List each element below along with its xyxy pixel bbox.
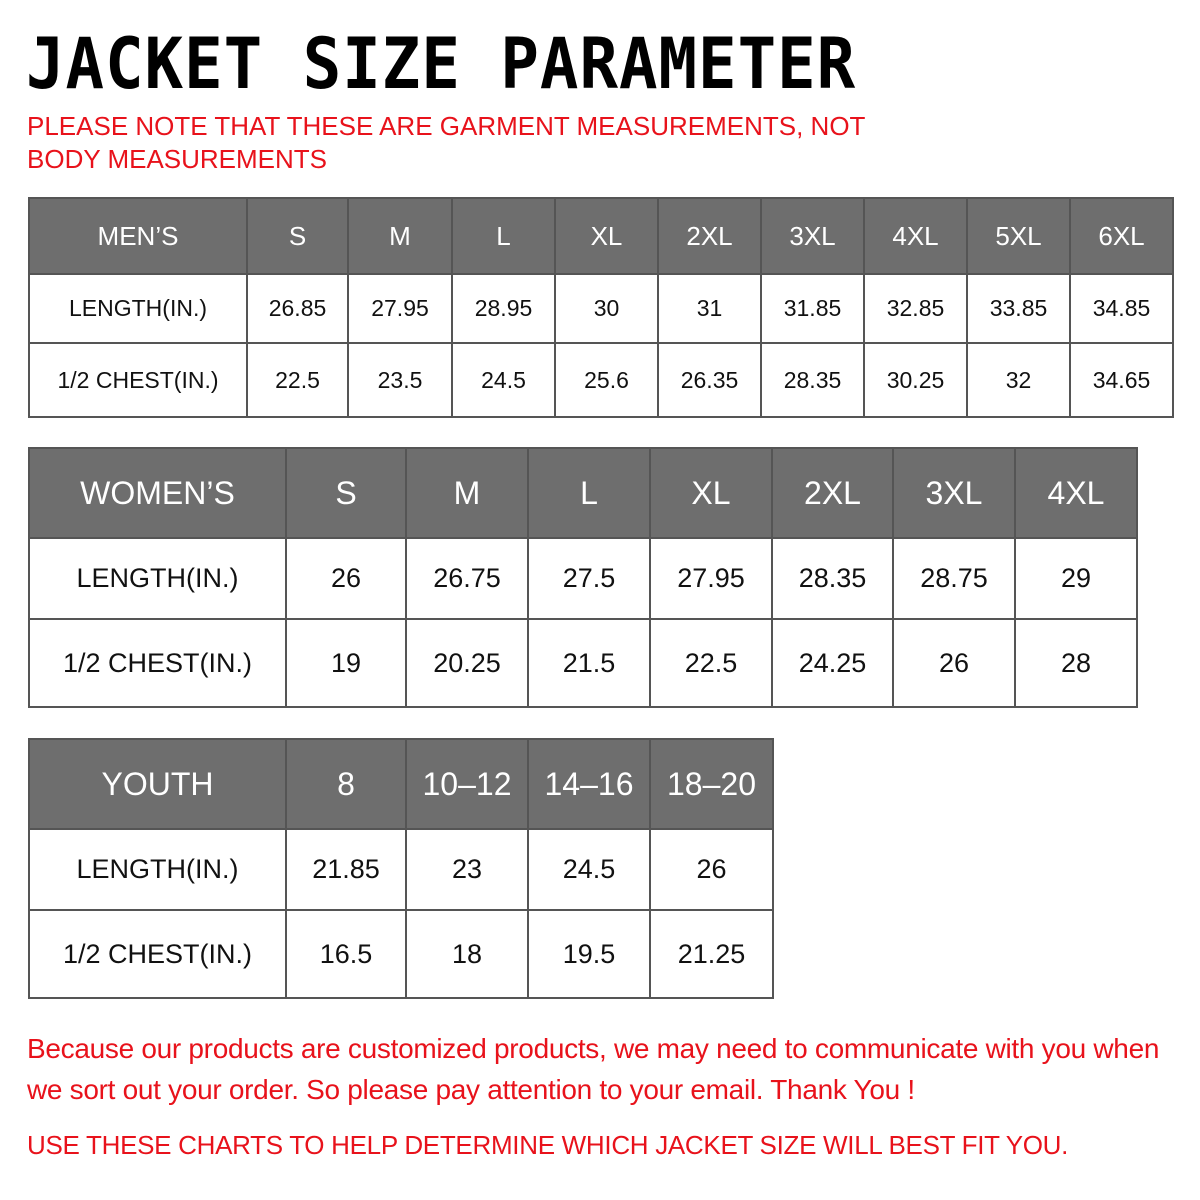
measurement-value: 21.25 [649, 909, 774, 999]
size-header: 3XL [760, 197, 865, 275]
size-header: 8 [285, 738, 407, 830]
size-header: S [285, 447, 407, 539]
measurement-label: 1/2 CHEST(IN.) [28, 342, 248, 418]
measurement-value: 16.5 [285, 909, 407, 999]
measurement-value: 19 [285, 618, 407, 708]
size-header: 4XL [863, 197, 968, 275]
table-row: LENGTH(IN.) 26 26.75 27.5 27.95 28.35 28.75 29 [28, 537, 1138, 620]
measurement-value: 24.25 [771, 618, 894, 708]
size-header: 3XL [892, 447, 1016, 539]
measurement-value: 26.75 [405, 537, 529, 620]
measurement-value: 24.5 [451, 342, 556, 418]
measurement-value: 26.35 [657, 342, 762, 418]
measurement-value: 32 [966, 342, 1071, 418]
size-header: M [347, 197, 453, 275]
size-advice: USE THESE CHARTS TO HELP DETERMINE WHICH… [27, 1130, 1069, 1160]
measurement-value: 23 [405, 828, 529, 911]
measurement-value: 28 [1014, 618, 1138, 708]
size-header: 6XL [1069, 197, 1174, 275]
customization-message: Because our products are customized prod… [27, 1033, 1160, 1105]
measurement-value: 23.5 [347, 342, 453, 418]
table-row: 1/2 CHEST(IN.) 19 20.25 21.5 22.5 24.25 26 28 [28, 618, 1138, 708]
table-row: 1/2 CHEST(IN.) 22.5 23.5 24.5 25.6 26.35 28.35… [28, 342, 1174, 418]
measurement-value: 28.75 [892, 537, 1016, 620]
measurement-value: 21.85 [285, 828, 407, 911]
size-header: 18–20 [649, 738, 774, 830]
measurement-value: 21.5 [527, 618, 651, 708]
measurement-value: 22.5 [649, 618, 773, 708]
measurement-value: 27.95 [649, 537, 773, 620]
measurement-value: 28.35 [771, 537, 894, 620]
size-header: L [527, 447, 651, 539]
size-header: 2XL [657, 197, 762, 275]
measurement-label: LENGTH(IN.) [28, 273, 248, 344]
measurement-value: 32.85 [863, 273, 968, 344]
table-row: LENGTH(IN.) 21.85 23 24.5 26 [28, 828, 774, 911]
size-header: 4XL [1014, 447, 1138, 539]
measurement-value: 26 [649, 828, 774, 911]
page-title: JACKET SIZE PARAMETER [26, 24, 857, 106]
measurement-value: 27.95 [347, 273, 453, 344]
measurement-label: 1/2 CHEST(IN.) [28, 909, 287, 999]
table-header-row: MEN’S S M L XL 2XL 3XL 4XL 5XL 6XL [28, 197, 1174, 275]
category-header: YOUTH [28, 738, 287, 830]
measurement-value: 34.85 [1069, 273, 1174, 344]
measurement-value: 28.35 [760, 342, 865, 418]
table-row: 1/2 CHEST(IN.) 16.5 18 19.5 21.25 [28, 909, 774, 999]
size-header: L [451, 197, 556, 275]
measurement-value: 26 [892, 618, 1016, 708]
table-header-row: YOUTH 8 10–12 14–16 18–20 [28, 738, 774, 830]
measurement-value: 19.5 [527, 909, 651, 999]
table-row: LENGTH(IN.) 26.85 27.95 28.95 30 31 31.85 32.85… [28, 273, 1174, 344]
size-header: S [246, 197, 349, 275]
size-header: 2XL [771, 447, 894, 539]
size-header: M [405, 447, 529, 539]
garment-measurement-note: PLEASE NOTE THAT THESE ARE GARMENT MEASU… [27, 111, 865, 174]
measurement-value: 33.85 [966, 273, 1071, 344]
measurement-value: 25.6 [554, 342, 659, 418]
measurement-value: 34.65 [1069, 342, 1174, 418]
measurement-value: 24.5 [527, 828, 651, 911]
size-header: 10–12 [405, 738, 529, 830]
measurement-value: 22.5 [246, 342, 349, 418]
category-header: WOMEN’S [28, 447, 287, 539]
measurement-value: 28.95 [451, 273, 556, 344]
measurement-value: 26 [285, 537, 407, 620]
measurement-value: 31 [657, 273, 762, 344]
mens-size-table: MEN’S S M L XL 2XL 3XL 4XL 5XL 6XL LENGTH(IN.) 26.8… [28, 197, 1174, 418]
measurement-value: 20.25 [405, 618, 529, 708]
category-header: MEN’S [28, 197, 248, 275]
measurement-value: 30 [554, 273, 659, 344]
measurement-value: 18 [405, 909, 529, 999]
measurement-value: 27.5 [527, 537, 651, 620]
measurement-value: 26.85 [246, 273, 349, 344]
size-header: 14–16 [527, 738, 651, 830]
size-header: 5XL [966, 197, 1071, 275]
table-header-row: WOMEN’S S M L XL 2XL 3XL 4XL [28, 447, 1138, 539]
measurement-value: 29 [1014, 537, 1138, 620]
youth-size-table: YOUTH 8 10–12 14–16 18–20 LENGTH(IN.) 21.85 23 2… [28, 738, 774, 999]
size-header: XL [649, 447, 773, 539]
measurement-label: LENGTH(IN.) [28, 828, 287, 911]
measurement-value: 30.25 [863, 342, 968, 418]
measurement-value: 31.85 [760, 273, 865, 344]
size-header: XL [554, 197, 659, 275]
womens-size-table: WOMEN’S S M L XL 2XL 3XL 4XL LENGTH(IN.) 26 26.75 2… [28, 447, 1138, 708]
measurement-label: LENGTH(IN.) [28, 537, 287, 620]
measurement-label: 1/2 CHEST(IN.) [28, 618, 287, 708]
